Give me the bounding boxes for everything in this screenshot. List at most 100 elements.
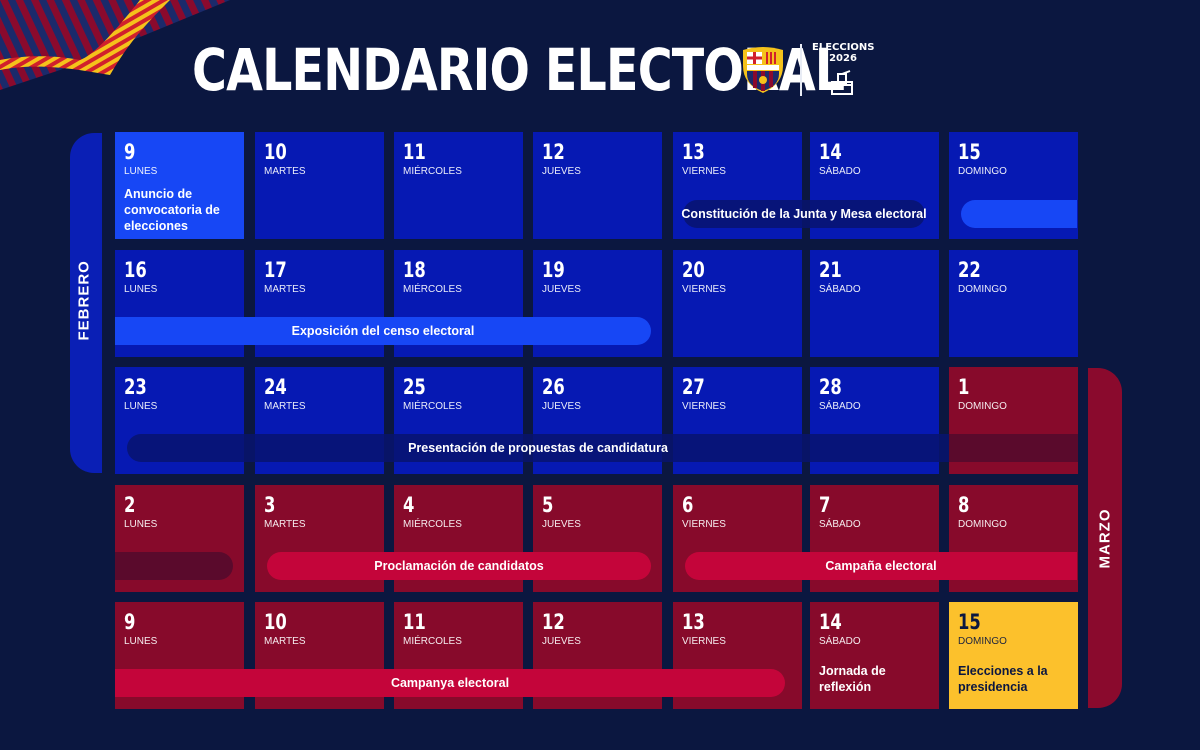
february-bar	[70, 133, 102, 473]
weekday-label: VIERNES	[682, 284, 726, 295]
day-number: 9	[124, 610, 136, 634]
day-number: 25	[403, 375, 426, 399]
day-number: 24	[264, 375, 287, 399]
event-band-censo: Exposición del censo electoral	[115, 317, 651, 345]
day-cell-feb-20: 20 VIERNES	[673, 250, 802, 357]
weekday-label: LUNES	[124, 284, 158, 295]
day-number: 12	[542, 610, 565, 634]
weekday-label: MARTES	[264, 284, 306, 295]
day-number: 26	[542, 375, 565, 399]
day-cell-feb-21: 21 SÁBADO	[810, 250, 939, 357]
day-number: 2	[124, 493, 136, 517]
day-number: 18	[403, 258, 426, 282]
day-number: 10	[264, 140, 287, 164]
event-band-propuestas-march	[949, 434, 1078, 462]
day-number: 13	[682, 140, 705, 164]
day-number: 11	[403, 140, 426, 164]
flag-ribbon-decoration	[0, 0, 230, 90]
page-title: CALENDARIO ELECTORAL	[192, 36, 845, 104]
event-band-campanya: Campanya electoral	[115, 669, 785, 697]
day-number: 21	[819, 258, 842, 282]
day-cell-mar-15-election: 15 DOMINGO Elecciones a la presidencia	[949, 602, 1078, 709]
weekday-label: VIERNES	[682, 636, 726, 647]
day-number: 19	[542, 258, 565, 282]
weekday-label: MIÉRCOLES	[403, 166, 462, 177]
weekday-label: MARTES	[264, 166, 306, 177]
day-number: 3	[264, 493, 276, 517]
weekday-label: JUEVES	[542, 519, 581, 530]
weekday-label: LUNES	[124, 636, 158, 647]
weekday-label: SÁBADO	[819, 401, 861, 412]
day-number: 28	[819, 375, 842, 399]
weekday-label: DOMINGO	[958, 519, 1007, 530]
day-cell-feb-12: 12 JUEVES	[533, 132, 662, 239]
day-number: 10	[264, 610, 287, 634]
month-label-february: FEBRERO	[75, 260, 93, 341]
weekday-label: LUNES	[124, 166, 158, 177]
day-number: 1	[958, 375, 970, 399]
day-cell-feb-11: 11 MIÉRCOLES	[394, 132, 523, 239]
day-number: 22	[958, 258, 981, 282]
weekday-label: JUEVES	[542, 166, 581, 177]
ballot-box-icon	[831, 70, 853, 95]
weekday-label: SÁBADO	[819, 519, 861, 530]
weekday-label: MARTES	[264, 519, 306, 530]
day-number: 14	[819, 140, 842, 164]
weekday-label: DOMINGO	[958, 401, 1007, 412]
day-cell-feb-22: 22 DOMINGO	[949, 250, 1078, 357]
event-band-junta-continued	[961, 200, 1077, 228]
day-cell-feb-9: 9 LUNES Anuncio de convocatoria de elecc…	[115, 132, 244, 239]
day-number: 11	[403, 610, 426, 634]
weekday-label: DOMINGO	[958, 636, 1007, 647]
event-band-propuestas-end	[115, 552, 233, 580]
weekday-label: LUNES	[124, 519, 158, 530]
day-number: 9	[124, 140, 136, 164]
event-band-propuestas: Presentación de propuestas de candidatur…	[127, 434, 949, 462]
day-number: 15	[958, 140, 981, 164]
weekday-label: MIÉRCOLES	[403, 636, 462, 647]
day-number: 20	[682, 258, 705, 282]
month-label-march: MARZO	[1096, 508, 1114, 569]
header-divider	[800, 44, 802, 96]
day-number: 7	[819, 493, 831, 517]
weekday-label: LUNES	[124, 401, 158, 412]
weekday-label: JUEVES	[542, 284, 581, 295]
weekday-label: MARTES	[264, 636, 306, 647]
weekday-label: DOMINGO	[958, 166, 1007, 177]
elections-badge-line1: ELECCIONS	[812, 42, 875, 53]
event-note: Elecciones a la presidencia	[958, 664, 1048, 694]
event-note: Anuncio de convocatoria de elecciones	[124, 187, 220, 233]
day-number: 27	[682, 375, 705, 399]
day-number: 16	[124, 258, 147, 282]
weekday-label: MARTES	[264, 401, 306, 412]
event-band-junta: Constitución de la Junta y Mesa electora…	[681, 200, 927, 228]
event-band-campana: Campaña electoral	[685, 552, 1077, 580]
day-number: 15	[958, 610, 981, 634]
day-number: 17	[264, 258, 287, 282]
weekday-label: MIÉRCOLES	[403, 401, 462, 412]
day-number: 14	[819, 610, 842, 634]
weekday-label: VIERNES	[682, 166, 726, 177]
weekday-label: JUEVES	[542, 401, 581, 412]
day-number: 6	[682, 493, 694, 517]
elections-badge-year: 2026	[829, 53, 857, 64]
weekday-label: MIÉRCOLES	[403, 284, 462, 295]
elections-badge: ELECCIONS 2026	[812, 42, 875, 64]
weekday-label: SÁBADO	[819, 166, 861, 177]
weekday-label: DOMINGO	[958, 284, 1007, 295]
weekday-label: SÁBADO	[819, 636, 861, 647]
day-number: 8	[958, 493, 970, 517]
event-band-proclamacion: Proclamación de candidatos	[267, 552, 651, 580]
day-number: 4	[403, 493, 415, 517]
day-number: 5	[542, 493, 554, 517]
day-cell-mar-14: 14 SÁBADO Jornada de reflexión	[810, 602, 939, 709]
day-number: 23	[124, 375, 147, 399]
fcb-crest-icon	[743, 47, 783, 93]
day-number: 13	[682, 610, 705, 634]
event-note: Jornada de reflexión	[819, 664, 886, 694]
day-cell-feb-10: 10 MARTES	[255, 132, 384, 239]
weekday-label: VIERNES	[682, 519, 726, 530]
weekday-label: JUEVES	[542, 636, 581, 647]
weekday-label: SÁBADO	[819, 284, 861, 295]
weekday-label: VIERNES	[682, 401, 726, 412]
